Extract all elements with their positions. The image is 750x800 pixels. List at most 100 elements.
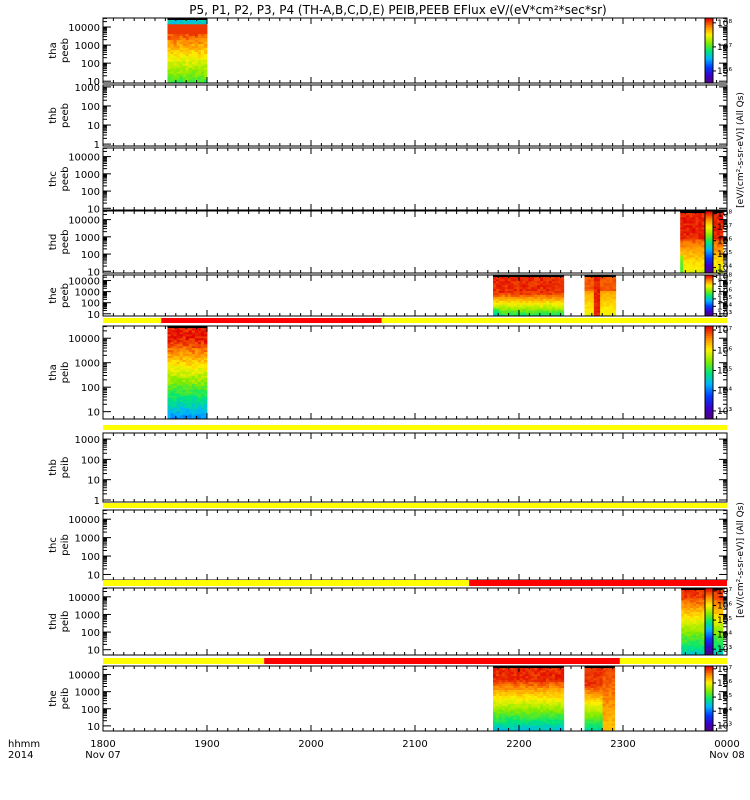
spectrogram-cell	[687, 617, 691, 620]
spectrogram-cell	[698, 229, 702, 232]
spectrogram-cell	[606, 298, 610, 301]
spectrogram-cell	[597, 282, 601, 286]
spectrogram-cell	[495, 689, 500, 693]
spectrogram-cell	[191, 363, 196, 366]
spectrogram-cell	[528, 276, 532, 280]
colorbar-cell	[705, 370, 713, 374]
quality-bar-segment	[103, 658, 265, 664]
colorbar-cell	[705, 283, 713, 285]
panel-product-label: peeb	[60, 283, 71, 308]
spectrogram-cell	[699, 639, 703, 642]
spectrogram-cell	[680, 219, 684, 222]
spectrogram-block	[167, 18, 208, 84]
spectrogram-cell	[179, 353, 184, 357]
colorbar-cell	[705, 589, 713, 592]
spectrogram-cell	[554, 278, 559, 282]
spectrogram-cell	[170, 385, 174, 388]
spectrogram-cell	[182, 81, 187, 84]
spectrogram-cell	[504, 673, 509, 677]
spectrogram-cell	[203, 327, 208, 331]
spectrogram-cell	[179, 61, 184, 64]
spectrogram-cell	[197, 69, 202, 72]
spectrogram-cell	[543, 314, 547, 317]
spectrogram-cell	[493, 288, 497, 292]
spectrogram-cell	[683, 265, 687, 268]
spectrogram-cell	[540, 284, 544, 288]
spectrogram-cell	[182, 357, 187, 361]
spectrogram-cell	[690, 623, 694, 626]
spectrogram-cell	[191, 39, 196, 43]
spectrogram-cell	[699, 629, 703, 632]
spectrogram-cell	[191, 343, 196, 347]
spectrogram-cell	[167, 25, 171, 29]
spectrogram-cell	[504, 276, 509, 280]
spectrogram-cell	[525, 304, 529, 307]
spectrogram-cell	[188, 37, 193, 41]
spectrogram-cell	[495, 294, 500, 297]
spectrogram-cell	[203, 375, 208, 378]
spectrogram-cell	[188, 51, 193, 54]
spectrogram-cell	[188, 71, 193, 74]
spectrogram-cell	[686, 271, 690, 274]
spectrogram-cell	[504, 699, 509, 702]
spectrogram-cell	[167, 45, 171, 48]
spectrogram-cell	[194, 47, 199, 50]
spectrogram-cell	[170, 395, 174, 398]
spectrogram-cell	[179, 73, 184, 76]
spectrogram-cell	[498, 721, 503, 724]
spectrogram-cell	[686, 217, 690, 220]
spectrogram-cell	[600, 292, 604, 295]
spectrogram-cell	[516, 280, 520, 284]
spectrogram-cell	[681, 617, 685, 620]
spectrogram-cell	[689, 257, 693, 260]
spectrogram-cell	[176, 23, 181, 27]
spectrogram-cell	[693, 627, 697, 630]
spectrogram-cell	[546, 296, 550, 299]
spectrogram-cell	[590, 280, 595, 284]
spectrogram-cell	[493, 675, 497, 679]
spectrogram-cell	[504, 308, 509, 311]
spectrogram-cell	[686, 221, 690, 224]
spectrogram-cell	[191, 359, 196, 363]
spectrogram-cell	[699, 625, 703, 628]
spectrogram-cell	[590, 314, 595, 317]
spectrogram-cell	[519, 278, 523, 282]
colorbar-cell	[705, 360, 713, 364]
spectrogram-cell	[203, 353, 208, 357]
spectrogram-cell	[504, 288, 509, 292]
spectrogram-cell	[593, 284, 598, 288]
spectrogram-cell	[701, 245, 705, 248]
spectrogram-cell	[513, 278, 517, 282]
colorbar-cell	[705, 287, 713, 289]
spectrogram-cell	[194, 345, 199, 349]
spectrogram-cell	[680, 265, 684, 268]
spectrogram-cell	[185, 351, 190, 355]
quality-bar-segment	[264, 658, 620, 664]
spectrogram-cell	[203, 79, 208, 82]
spectrogram-cell	[191, 395, 196, 398]
spectrogram-cell	[191, 67, 196, 70]
spectrogram-cell	[525, 298, 529, 301]
spectrogram-cell	[584, 290, 589, 293]
spectrogram-cell	[606, 308, 610, 311]
spectrogram-cell	[493, 727, 497, 730]
spectrogram-cell	[170, 417, 174, 420]
spectrogram-cell	[687, 651, 691, 654]
spectrogram-cell	[203, 77, 208, 80]
spectrogram-cell	[200, 371, 205, 374]
spectrogram-cell	[557, 308, 562, 311]
spectrogram-cell	[698, 241, 702, 244]
spectrogram-cell	[554, 284, 559, 288]
spectrogram-cell	[716, 603, 721, 607]
spectrogram-cell	[507, 703, 512, 706]
spectrogram-cell	[498, 691, 503, 694]
spectrogram-cell	[498, 667, 503, 671]
spectrogram-cell	[493, 719, 497, 722]
spectrogram-cell	[185, 379, 190, 382]
spectrogram-cell	[495, 709, 500, 712]
spectrogram-cell	[188, 47, 193, 50]
spectrogram-cell	[507, 671, 512, 675]
spectrogram-cell	[543, 278, 547, 282]
spectrogram-cell	[203, 23, 208, 27]
spectrogram-cell	[716, 225, 721, 228]
